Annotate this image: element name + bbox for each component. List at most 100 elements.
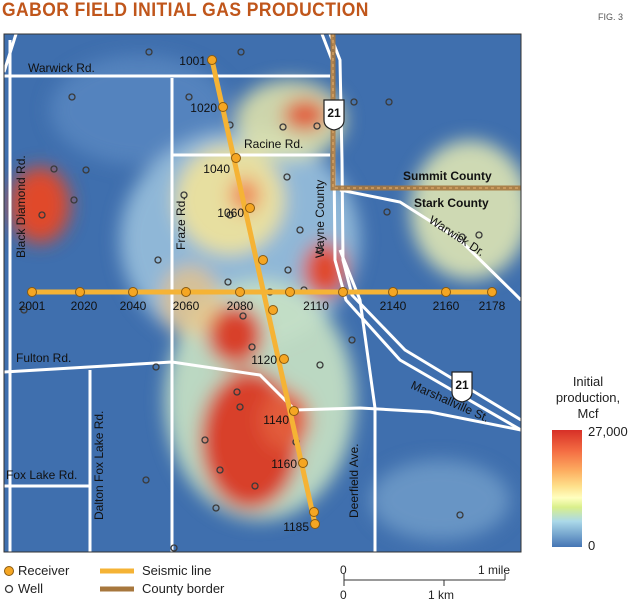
- well-marker: [224, 278, 232, 286]
- receiver-label-2178: 2178: [479, 299, 506, 313]
- receiver-label-1140: 1140: [263, 413, 289, 427]
- receiver-marker-1180: [309, 507, 319, 517]
- receiver-marker-1060: [245, 203, 255, 213]
- scale-km-label: 1 km: [428, 588, 455, 602]
- legend-seismic-label: Seismic line: [142, 563, 212, 578]
- receiver-label-1040: 1040: [203, 162, 230, 176]
- fulton-rd-label: Fulton Rd.: [16, 351, 71, 365]
- well-marker: [283, 173, 291, 181]
- legend-receiver-icon: [4, 566, 14, 576]
- warwick-rd-label: Warwick Rd.: [28, 61, 95, 75]
- figure-label: FIG. 3: [598, 12, 624, 22]
- colorbar-max-label: 27,000: [588, 424, 628, 439]
- receiver-markers: [27, 55, 497, 529]
- receiver-marker-1185: [310, 519, 320, 529]
- colorbar-min-label: 0: [588, 538, 596, 553]
- legend-receiver-label: Receiver: [18, 563, 70, 578]
- well-marker: [20, 306, 28, 314]
- receiver-marker-1020: [218, 102, 228, 112]
- well-marker: [142, 476, 150, 484]
- well-marker: [350, 98, 358, 106]
- receiver-label-1001: 1001: [179, 54, 206, 68]
- legend-well-label: Well: [18, 581, 44, 596]
- well-marker: [348, 336, 356, 344]
- receiver-label-2110: 2110: [303, 299, 329, 313]
- well-marker: [313, 122, 321, 130]
- receiver-marker-2100: [285, 287, 295, 297]
- well-marker: [152, 363, 160, 371]
- receiver-marker-1040: [231, 153, 241, 163]
- well-marker: [237, 48, 245, 56]
- scale-mile-zero: 0: [340, 563, 347, 577]
- fraze-rd-label: Fraze Rd.: [174, 197, 188, 250]
- receiver-marker-2110: [338, 287, 348, 297]
- dalton-fox-lake-rd-label: Dalton Fox Lake Rd.: [92, 411, 106, 520]
- well-marker: [226, 211, 234, 219]
- receiver-marker-mid2: [268, 305, 278, 315]
- route-21-shield-bottom: 21: [451, 371, 473, 403]
- deerfield-ave-line: [338, 249, 377, 552]
- production-heatmap: [10, 55, 521, 540]
- well-marker: [154, 256, 162, 264]
- receiver-marker-2178: [487, 287, 497, 297]
- scale-mile-label: 1 mile: [478, 563, 511, 577]
- stark-county-label: Stark County: [414, 196, 489, 210]
- receiver-label-1060: 1060: [217, 206, 244, 220]
- receiver-marker-1120: [279, 354, 289, 364]
- well-marker: [185, 93, 193, 101]
- well-marker: [50, 165, 58, 173]
- receiver-marker-2140: [388, 287, 398, 297]
- map-frame: [3, 33, 522, 553]
- receiver-label-2140: 2140: [380, 299, 407, 313]
- deerfield-ave-label: Deerfield Ave.: [347, 444, 361, 519]
- colorbar-title-line2: production,: [555, 390, 621, 405]
- well-marker: [233, 388, 241, 396]
- receiver-label-2020: 2020: [71, 299, 98, 313]
- warwick-dr-line: [339, 188, 521, 302]
- well-marker: [180, 191, 188, 199]
- well-marker: [385, 98, 393, 106]
- fox-lake-rd-label: Fox Lake Rd.: [6, 468, 77, 482]
- wayne-county-label: Wayne County: [313, 180, 327, 258]
- colorbar-title-line3: Mcf: [577, 406, 599, 421]
- well-marker: [82, 166, 90, 174]
- receiver-marker-mid1: [258, 255, 268, 265]
- well-marker: [251, 482, 259, 490]
- road-network: [4, 34, 521, 552]
- route-21-shield-top: 21: [323, 99, 345, 131]
- receiver-label-2001: 2001: [19, 299, 46, 313]
- well-marker: [38, 211, 46, 219]
- receiver-label-2080: 2080: [227, 299, 254, 313]
- well-marker: [68, 93, 76, 101]
- well-marker: [296, 226, 304, 234]
- receiver-label-2040: 2040: [120, 299, 147, 313]
- legend-well-icon: [4, 584, 14, 594]
- racine-rd-label: Racine Rd.: [244, 137, 303, 151]
- receiver-label-1185: 1185: [283, 520, 309, 534]
- well-marker: [316, 246, 324, 254]
- receiver-label-2060: 2060: [173, 299, 200, 313]
- well-marker: [212, 504, 220, 512]
- well-marker: [475, 231, 483, 239]
- well-marker: [279, 123, 287, 131]
- colorbar-gradient: [552, 430, 582, 547]
- well-marker: [170, 544, 178, 552]
- well-marker: [70, 196, 78, 204]
- receiver-marker-2040: [128, 287, 138, 297]
- map-title: GABOR FIELD INITIAL GAS PRODUCTION: [2, 0, 369, 21]
- receiver-marker-2060: [181, 287, 191, 297]
- well-marker: [316, 361, 324, 369]
- receiver-marker-2080: [235, 287, 245, 297]
- seismic-lines: [29, 57, 495, 527]
- well-marker: [458, 233, 466, 241]
- county-border-line: [330, 34, 521, 191]
- scale-km-zero: 0: [340, 588, 347, 602]
- receiver-label-1120: 1120: [251, 353, 277, 367]
- black-diamond-rd-label: Black Diamond Rd.: [14, 155, 28, 258]
- legend-county-border-label: County border: [142, 581, 225, 596]
- receiver-marker-1160: [298, 458, 308, 468]
- well-marker: [248, 343, 256, 351]
- well-marker: [456, 511, 464, 519]
- receiver-label-1160: 1160: [271, 457, 297, 471]
- route-21-top-label: 21: [327, 106, 341, 120]
